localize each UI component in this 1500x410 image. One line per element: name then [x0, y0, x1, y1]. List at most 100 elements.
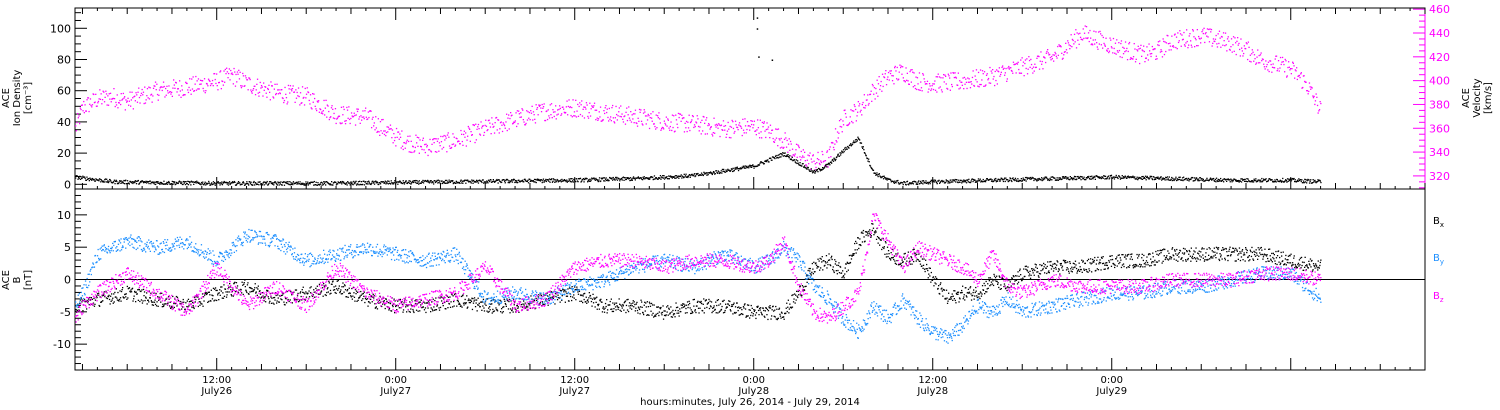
density-point [1275, 181, 1277, 183]
density-point [1175, 179, 1178, 182]
velocity-point [281, 89, 283, 91]
bx-point [320, 291, 322, 293]
density-point [462, 182, 464, 184]
density-point [1126, 177, 1128, 179]
velocity-point [239, 71, 241, 73]
velocity-point [608, 107, 610, 110]
velocity-point [688, 114, 690, 116]
velocity-point [979, 83, 981, 86]
density-point [844, 147, 846, 149]
velocity-point [1066, 52, 1068, 54]
velocity-point [1188, 44, 1190, 46]
velocity-point [414, 146, 416, 149]
velocity-point [1168, 49, 1170, 51]
velocity-point [953, 76, 955, 79]
density-point [621, 179, 623, 181]
velocity-point [846, 124, 848, 126]
velocity-point [290, 88, 292, 90]
velocity-point [1303, 75, 1305, 77]
velocity-point [252, 89, 254, 91]
bx-point [255, 291, 257, 293]
velocity-point [1271, 71, 1273, 73]
velocity-point [1091, 43, 1093, 45]
density-point [720, 172, 722, 174]
density-point [110, 180, 112, 182]
velocity-point [991, 72, 993, 74]
velocity-point [1208, 41, 1211, 43]
velocity-point [890, 70, 892, 72]
density-point [1057, 179, 1059, 181]
bx-point [151, 304, 153, 306]
velocity-point [1245, 42, 1247, 44]
bx-point [254, 283, 256, 285]
velocity-point [218, 81, 220, 84]
velocity-point [898, 78, 900, 80]
velocity-point [1008, 68, 1010, 70]
density-point [951, 179, 953, 181]
velocity-point [1228, 48, 1231, 51]
density-point [1310, 179, 1312, 181]
velocity-point [549, 104, 551, 106]
velocity-point [568, 99, 570, 101]
density-point [1271, 179, 1273, 181]
bx-point [313, 291, 315, 293]
density-point [735, 166, 737, 169]
bx-point [133, 298, 135, 300]
density-point [273, 182, 275, 184]
density-point [113, 180, 115, 183]
bx-point [104, 296, 106, 298]
density-point [396, 181, 398, 183]
velocity-point [493, 125, 495, 128]
velocity-point [553, 115, 555, 118]
density-point [218, 182, 221, 184]
bx-point [161, 306, 163, 308]
bx-point [113, 293, 115, 295]
density-point [712, 172, 714, 174]
density-point [862, 147, 864, 149]
velocity-point [113, 88, 115, 90]
density-point [899, 183, 901, 185]
bx-point [265, 294, 267, 296]
velocity-point [1162, 38, 1164, 40]
density-point [1312, 179, 1314, 181]
density-point [878, 173, 880, 176]
density-point [959, 181, 961, 183]
velocity-point [838, 120, 841, 122]
axis-label-line: [cm⁻³] [23, 82, 34, 114]
density-point [641, 179, 644, 181]
velocity-point [416, 142, 418, 144]
bx-point [366, 298, 369, 300]
density-point [213, 183, 215, 185]
density-point [591, 177, 593, 179]
density-point [760, 161, 762, 163]
velocity-point [1284, 71, 1286, 73]
density-point [1255, 178, 1257, 180]
density-point [945, 181, 947, 183]
density-point [560, 179, 562, 181]
bx-point [90, 297, 92, 299]
bx-point [228, 291, 230, 293]
density-point [751, 166, 753, 168]
velocity-point [332, 117, 335, 119]
bx-point [280, 294, 282, 297]
density-point [736, 166, 738, 168]
bx-point [198, 301, 200, 303]
density-point [1050, 179, 1052, 181]
density-point [1250, 181, 1252, 183]
density-point [1138, 176, 1140, 179]
bx-point [125, 296, 127, 298]
velocity-point [946, 87, 948, 90]
bx-point [352, 286, 355, 288]
velocity-point [743, 132, 745, 134]
velocity-point [994, 70, 996, 73]
velocity-point [839, 125, 841, 128]
velocity-point [492, 126, 494, 128]
velocity-point [562, 106, 564, 108]
density-point [722, 170, 724, 172]
velocity-point [908, 83, 910, 85]
density-point [495, 180, 497, 182]
density-point [612, 179, 614, 181]
density-point [75, 177, 77, 179]
density-point [262, 182, 264, 184]
density-point [1117, 177, 1119, 180]
